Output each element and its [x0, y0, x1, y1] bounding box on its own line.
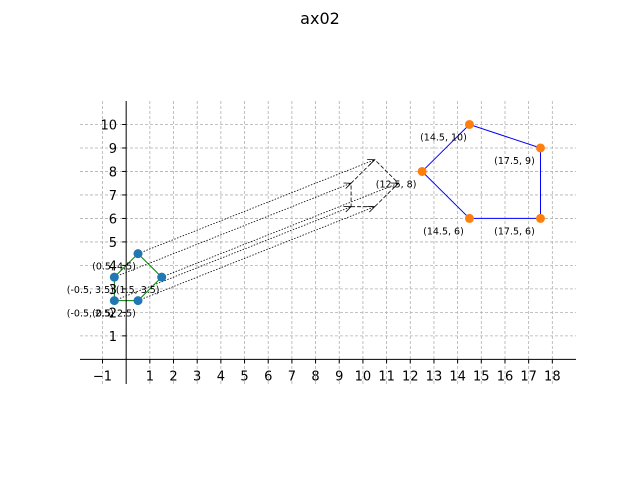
chart-title: ax02: [300, 9, 340, 28]
y-tick-label: 5: [109, 236, 117, 251]
axes: [80, 101, 576, 384]
x-tick-label: −1: [93, 369, 112, 384]
small-polygon-point: [133, 249, 143, 259]
x-tick-label: 12: [402, 369, 419, 384]
small-polygon-point: [109, 296, 119, 306]
point-label: (0.5, 4.5): [92, 262, 136, 273]
small-polygon-point: [133, 296, 143, 306]
y-tick-label: 3: [109, 283, 117, 298]
polygons: [113, 123, 541, 302]
x-tick-label: 15: [473, 369, 490, 384]
projection-arrow: [137, 207, 375, 301]
x-tick-label: 5: [240, 369, 248, 384]
x-tick-label: 13: [426, 369, 443, 384]
x-tick-label: 14: [449, 369, 466, 384]
large-polygon-point: [464, 119, 474, 129]
x-tick-label: 18: [544, 369, 561, 384]
y-tick-label: 8: [109, 165, 117, 180]
point-label: (17.5, 6): [494, 226, 535, 237]
x-tick-label: 3: [193, 369, 201, 384]
point-label: (0.5, 2.5): [92, 309, 136, 320]
projection-arrow: [137, 160, 375, 255]
point-label: (14.5, 10): [420, 132, 467, 143]
y-tick-label: 10: [100, 118, 117, 133]
grid: [80, 101, 576, 384]
small-polygon-point: [157, 272, 167, 282]
point-label: (14.5, 6): [423, 226, 464, 237]
x-tick-label: 11: [378, 369, 395, 384]
large-polygon-point: [535, 143, 545, 153]
x-tick-label: 7: [288, 369, 296, 384]
x-tick-label: 10: [355, 369, 372, 384]
x-tick-label: 4: [217, 369, 225, 384]
projection-arrow: [114, 183, 351, 278]
y-tick-label: 6: [109, 212, 117, 227]
y-tick-label: 7: [109, 189, 117, 204]
x-tick-label: 8: [311, 369, 319, 384]
x-tick-label: 16: [497, 369, 514, 384]
x-tick-label: 2: [169, 369, 177, 384]
x-tick-label: 17: [520, 369, 537, 384]
large-polygon: [421, 123, 541, 219]
projection-arrows: [114, 160, 398, 301]
point-label: (17.5, 9): [494, 156, 535, 167]
projected-polygon: [350, 159, 400, 208]
x-tick-label: 1: [146, 369, 154, 384]
large-polygon-point: [464, 213, 474, 223]
point-label: (1.5, 3.5): [116, 285, 160, 296]
y-tick-label: 9: [109, 142, 117, 157]
point-labels: (-0.5, 2.5)(0.5, 2.5) (1.5, 3.5) (0.5, 4.5…: [67, 132, 535, 319]
y-tick-label: 4: [109, 259, 117, 274]
large-polygon-point: [535, 213, 545, 223]
y-tick-label: 1: [109, 330, 117, 345]
point-label: (12.5, 8): [376, 179, 417, 190]
small-polygon-point: [109, 272, 119, 282]
x-tick-label: 6: [264, 369, 272, 384]
point-label: (-0.5, 3.5): [67, 285, 114, 296]
projection-arrow: [161, 183, 399, 278]
data-points: [109, 119, 545, 306]
y-tick-label: 2: [109, 306, 117, 321]
point-label: (-0.5, 2.5): [67, 309, 114, 320]
x-tick-label: 9: [335, 369, 343, 384]
large-polygon-point: [417, 166, 427, 176]
